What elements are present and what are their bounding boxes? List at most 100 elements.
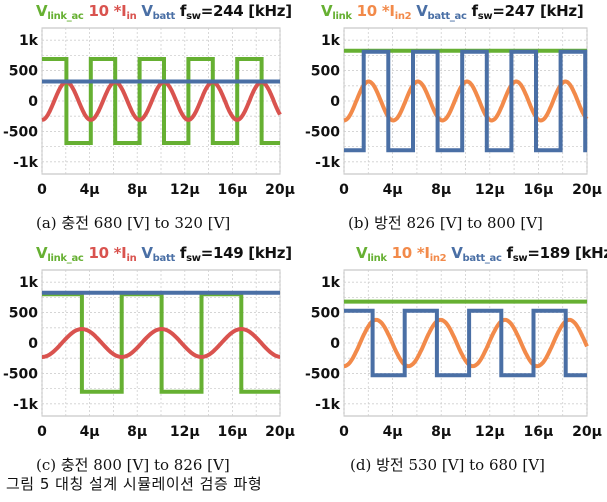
x-tick-label: 12μ xyxy=(475,182,505,198)
legend-item-main: 10 *I xyxy=(351,2,395,20)
series-line-10-i-in2 xyxy=(344,317,589,369)
series-line-v-batt-ac xyxy=(344,49,588,153)
y-tick-label: 0 xyxy=(28,336,38,352)
legend-item-sub: batt_ac xyxy=(427,11,467,22)
x-tick-label: 20μ xyxy=(572,182,602,198)
legend-item: Vlink_ac xyxy=(36,244,84,264)
legend-item-sub: in xyxy=(126,253,137,264)
y-tick-label: 1k xyxy=(19,33,39,49)
y-tick-label: 500 xyxy=(311,306,340,322)
legend-item: fsw=247 [kHz] xyxy=(466,2,584,22)
y-tick-label: -500 xyxy=(305,366,340,382)
legend-item: 10 *Iin2 xyxy=(387,244,447,264)
legend-item-main: V xyxy=(136,244,153,262)
legend-item: Vbatt xyxy=(136,2,176,22)
x-tick-label: 20μ xyxy=(265,182,295,198)
y-tick-label: 1k xyxy=(321,33,341,49)
legend-item-sub: sw xyxy=(477,11,493,22)
y-tick-label: 0 xyxy=(330,94,340,110)
legend-item-sub: in2 xyxy=(394,11,412,22)
x-tick-label: 12μ xyxy=(170,182,200,198)
legend-item-main: 10 *I xyxy=(83,244,127,262)
legend-item-sub: in xyxy=(126,11,137,22)
x-tick-label: 0 xyxy=(339,182,349,198)
x-tick-label: 4μ xyxy=(383,182,403,198)
legend-item: fsw=244 [kHz] xyxy=(174,2,292,22)
legend-b: Vlink 10 *Iin2 Vbatt_ac fsw=247 [kHz] xyxy=(321,2,584,22)
series-line-v-link-ac xyxy=(42,292,280,394)
legend-item-main: V xyxy=(136,2,153,20)
legend-item-main: V xyxy=(356,244,368,262)
legend-item-sub: sw xyxy=(512,253,528,264)
legend-item-main: V xyxy=(411,2,428,20)
x-tick-label: 8μ xyxy=(431,182,451,198)
legend-item-sub: link_ac xyxy=(47,11,84,22)
y-tick-label: -500 xyxy=(305,124,340,140)
legend-item: fsw=149 [kHz] xyxy=(174,244,292,264)
x-tick-label: 12μ xyxy=(170,424,200,440)
x-tick-label: 8μ xyxy=(127,424,147,440)
y-tick-label: 1k xyxy=(19,275,39,291)
legend-item-sub: in2 xyxy=(429,253,447,264)
legend-item-main: f xyxy=(174,244,187,262)
y-tick-label: -500 xyxy=(3,366,38,382)
x-tick-label: 16μ xyxy=(218,182,248,198)
series-line-10-i-in2 xyxy=(343,79,589,123)
legend-item-main: V xyxy=(446,244,463,262)
x-tick-label: 8μ xyxy=(127,182,147,198)
legend-item: 10 *Iin xyxy=(83,2,137,22)
x-tick-label: 16μ xyxy=(218,424,248,440)
legend-item: Vbatt xyxy=(136,244,176,264)
caption-d: (d) 방전 530 [V] to 680 [V] xyxy=(350,456,545,474)
legend-item-main: f xyxy=(466,2,479,20)
x-tick-label: 4μ xyxy=(80,424,100,440)
y-tick-label: 500 xyxy=(9,64,38,80)
x-tick-label: 0 xyxy=(37,182,47,198)
x-tick-label: 20μ xyxy=(572,424,602,440)
legend-item-main: V xyxy=(36,2,48,20)
legend-item: 10 *Iin xyxy=(83,244,137,264)
figure-caption: 그림 5 대칭 설계 시뮬레이션 검증 파형 xyxy=(6,475,263,493)
legend-item-main: 10 *I xyxy=(83,2,127,20)
legend-item: fsw=189 [kHz] xyxy=(502,244,607,264)
y-tick-label: -1k xyxy=(13,397,39,413)
chart-c: 1k 500 0 -500 -1k 0 4μ 8μ 12μ 16μ 20μ xyxy=(3,269,295,440)
caption-c: (c) 충전 800 [V] to 826 [V] xyxy=(36,456,230,474)
x-tick-label: 4μ xyxy=(80,182,100,198)
legend-item-main: V xyxy=(321,2,333,20)
y-tick-label: -500 xyxy=(3,124,38,140)
legend-item-sub: batt xyxy=(152,11,176,22)
x-tick-label: 16μ xyxy=(524,182,554,198)
chart-a: 1k 500 0 -500 -1k 0 4μ 8μ 12μ 16μ 20μ xyxy=(3,27,295,198)
series-line-v-link-ac xyxy=(42,57,280,145)
caption-a: (a) 충전 680 [V] to 320 [V] xyxy=(36,214,231,232)
legend-item-sub: batt_ac xyxy=(462,253,502,264)
y-tick-label: -1k xyxy=(13,155,39,171)
y-tick-label: 1k xyxy=(321,275,341,291)
chart-b: 1k 500 0 -500 -1k 0 4μ 8μ 12μ 16μ 20μ xyxy=(305,27,602,198)
x-tick-label: 0 xyxy=(339,424,349,440)
legend-item-tail: =189 [kHz] xyxy=(527,244,607,262)
y-tick-label: -1k xyxy=(315,155,341,171)
y-tick-label: 500 xyxy=(9,306,38,322)
legend-item-tail: =244 [kHz] xyxy=(200,2,292,20)
y-tick-label: -1k xyxy=(315,397,341,413)
legend-item-sub: batt xyxy=(152,253,176,264)
series-line-10-i-in xyxy=(42,327,281,359)
caption-b: (b) 방전 826 [V] to 800 [V] xyxy=(348,214,543,232)
legend-item: Vlink xyxy=(356,244,387,264)
legend-item-sub: sw xyxy=(186,11,201,22)
legend-item-main: V xyxy=(36,244,48,262)
y-tick-label: 500 xyxy=(311,64,340,80)
y-tick-label: 0 xyxy=(330,336,340,352)
legend-a: Vlink_ac 10 *Iin Vbatt fsw=244 [kHz] xyxy=(36,2,292,22)
legend-item-sub: link_ac xyxy=(47,253,84,264)
x-tick-label: 20μ xyxy=(265,424,295,440)
y-tick-label: 0 xyxy=(28,94,38,110)
legend-item-tail: =247 [kHz] xyxy=(492,2,584,20)
legend-d: Vlink 10 *Iin2 Vbatt_ac fsw=189 [kHz] xyxy=(356,244,607,264)
x-tick-label: 4μ xyxy=(383,424,403,440)
legend-item-main: f xyxy=(174,2,187,20)
chart-d: 1k 500 0 -500 -1k 0 4μ 8μ 12μ 16μ 20μ xyxy=(305,269,602,440)
legend-item: Vlink xyxy=(321,2,352,22)
